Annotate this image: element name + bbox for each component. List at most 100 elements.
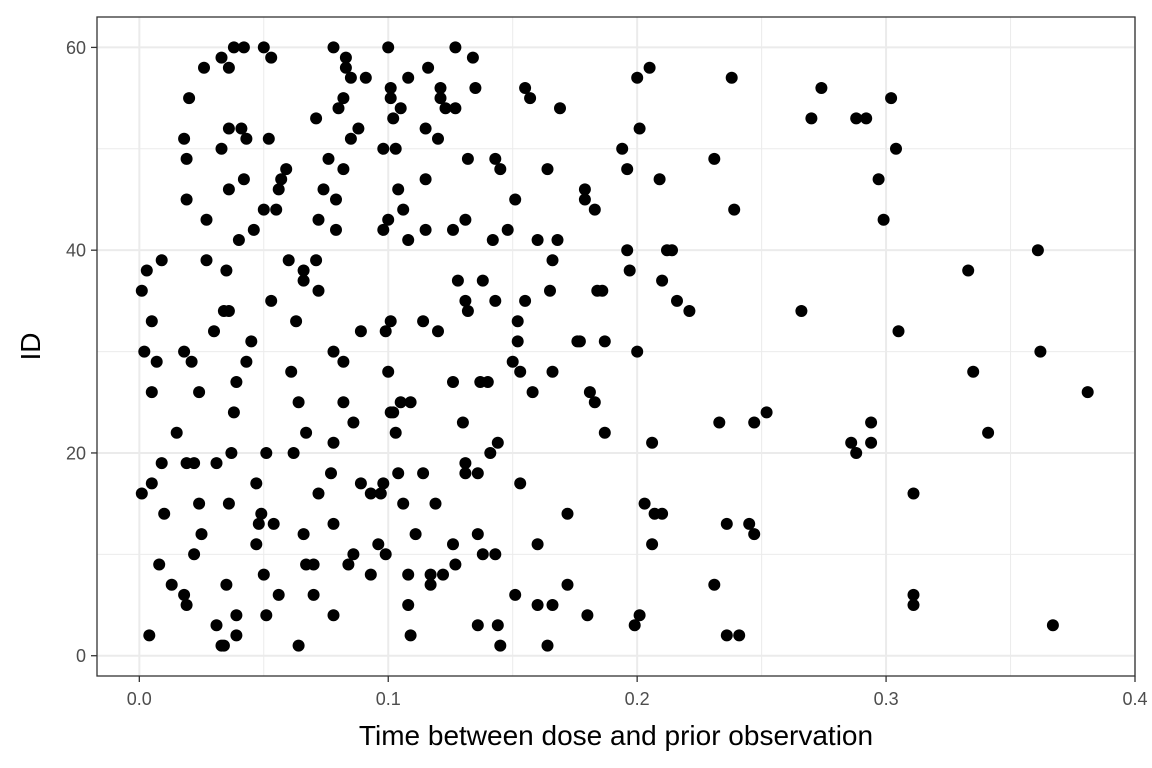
- data-point: [374, 487, 387, 500]
- data-point: [461, 152, 474, 165]
- data-point: [501, 223, 514, 236]
- data-point: [215, 51, 228, 64]
- data-point: [748, 528, 761, 541]
- data-point: [232, 234, 245, 246]
- data-point: [200, 213, 213, 226]
- data-point: [230, 609, 243, 622]
- data-point: [178, 588, 191, 601]
- data-point: [394, 102, 407, 115]
- data-point: [135, 284, 148, 297]
- data-point: [364, 487, 377, 500]
- data-point: [178, 132, 191, 145]
- data-point: [222, 61, 235, 74]
- data-point: [643, 61, 656, 74]
- data-point: [598, 335, 611, 348]
- data-point: [491, 436, 504, 449]
- data-point: [531, 538, 544, 551]
- data-point: [541, 163, 554, 176]
- data-point: [402, 234, 415, 246]
- data-point: [145, 477, 158, 490]
- data-point: [419, 223, 432, 236]
- data-point: [1031, 244, 1044, 257]
- data-point: [466, 51, 479, 64]
- data-point: [434, 92, 447, 105]
- data-point: [541, 639, 554, 652]
- data-point: [815, 82, 828, 94]
- data-point: [885, 92, 898, 105]
- data-point: [760, 406, 773, 419]
- data-point: [578, 183, 591, 196]
- data-point: [646, 436, 659, 449]
- data-point: [621, 244, 634, 257]
- data-point: [519, 294, 532, 307]
- data-point: [389, 426, 402, 439]
- data-point: [907, 588, 920, 601]
- data-point: [135, 487, 148, 500]
- data-point: [748, 416, 761, 429]
- data-point: [511, 335, 524, 348]
- data-point: [890, 142, 902, 155]
- data-point: [307, 588, 320, 601]
- data-point: [419, 122, 432, 135]
- data-point: [153, 558, 166, 571]
- data-point: [322, 152, 335, 165]
- data-point: [447, 223, 459, 236]
- data-point: [432, 325, 444, 338]
- data-point: [292, 396, 305, 409]
- data-point: [330, 193, 342, 206]
- data-point: [327, 345, 340, 358]
- data-point: [588, 203, 601, 216]
- data-point: [494, 639, 507, 652]
- data-point: [165, 578, 178, 591]
- panel-border: [96, 16, 1136, 677]
- data-point: [282, 254, 295, 267]
- data-point: [389, 142, 402, 155]
- data-point: [434, 82, 447, 94]
- data-point: [155, 457, 168, 470]
- data-point: [432, 132, 444, 145]
- data-point: [325, 467, 337, 480]
- data-point: [382, 365, 395, 378]
- axis-ticks: [91, 46, 1136, 682]
- data-point: [337, 396, 350, 409]
- data-point: [332, 102, 345, 115]
- data-point: [392, 183, 405, 196]
- data-point: [471, 467, 484, 480]
- data-point: [200, 254, 213, 267]
- data-point: [377, 142, 390, 155]
- data-point: [359, 71, 372, 84]
- data-point: [138, 345, 151, 358]
- grid-minor: [97, 17, 1135, 676]
- data-point: [459, 294, 472, 307]
- data-point: [461, 305, 474, 317]
- data-point: [631, 71, 644, 84]
- data-point: [733, 629, 746, 642]
- data-point: [275, 173, 288, 186]
- data-point: [270, 203, 283, 216]
- data-point: [449, 102, 462, 115]
- data-point: [267, 517, 280, 530]
- data-point: [805, 112, 818, 125]
- data-point: [220, 578, 233, 591]
- data-point: [364, 568, 377, 581]
- data-point: [222, 305, 235, 317]
- data-point: [143, 629, 156, 642]
- data-point: [708, 578, 721, 591]
- data-point: [230, 376, 243, 388]
- data-point: [185, 355, 198, 368]
- data-point: [404, 629, 417, 642]
- data-point: [598, 426, 611, 439]
- data-point: [394, 396, 407, 409]
- data-point: [183, 92, 196, 105]
- data-point: [240, 132, 253, 145]
- data-point: [397, 497, 410, 510]
- data-point: [180, 599, 193, 611]
- data-point: [561, 507, 574, 520]
- data-point: [255, 507, 268, 520]
- data-point: [339, 51, 352, 64]
- data-point: [327, 517, 340, 530]
- data-point: [222, 122, 235, 135]
- data-point: [307, 558, 320, 571]
- data-point: [865, 416, 878, 429]
- data-point: [447, 376, 459, 388]
